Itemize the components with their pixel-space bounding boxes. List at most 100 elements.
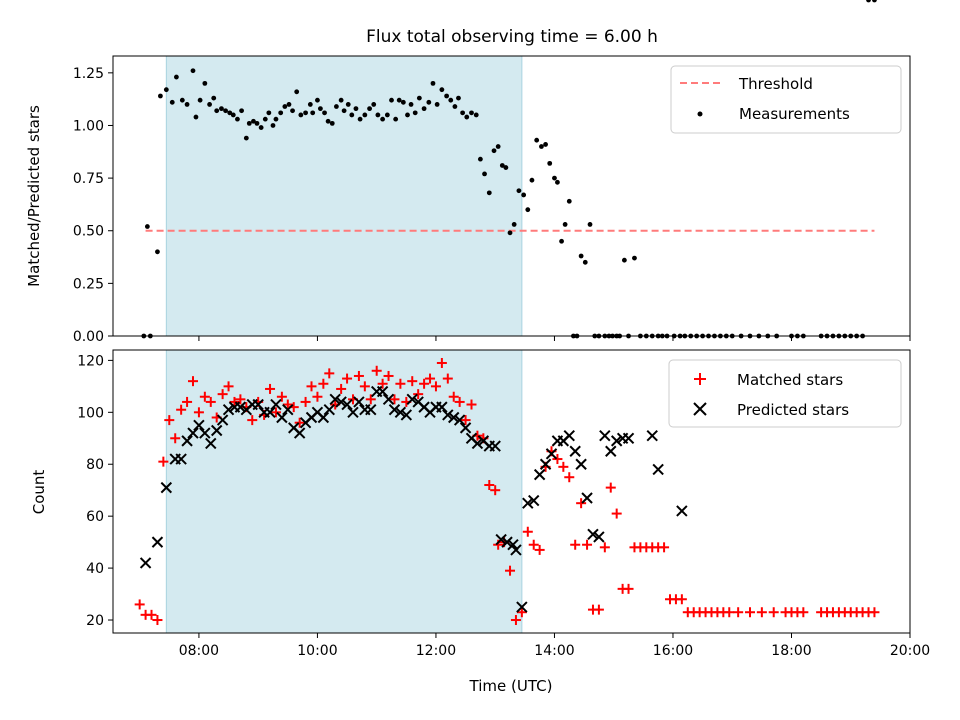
measurement-point (329, 120, 335, 126)
matched-star-point (798, 607, 809, 618)
measurement-point (380, 116, 386, 122)
matched-star-point (193, 407, 204, 418)
bottom-y-axis-label: Count (30, 470, 48, 515)
measurement-point (448, 97, 454, 103)
measurement-point (555, 179, 560, 185)
y-tick-label: 0.50 (73, 224, 104, 240)
matched-star-point (448, 391, 459, 402)
matched-star-point (312, 391, 323, 402)
measurement-point (262, 116, 268, 122)
measurement-point (235, 116, 240, 122)
matched-star-point (724, 607, 735, 618)
measurement-point (521, 192, 527, 198)
matched-star-point (359, 381, 370, 392)
matched-star-point (336, 383, 347, 394)
matched-star-point (522, 526, 533, 537)
measurement-point (426, 99, 432, 105)
measurement-point (421, 106, 427, 112)
measurement-point (286, 102, 292, 107)
measurement-point (223, 108, 228, 114)
measurement-point (578, 253, 584, 259)
matched-star-point (436, 357, 447, 368)
matched-star-point (733, 607, 744, 618)
x-tick-label: 12:00 (416, 643, 456, 659)
matched-star-point (371, 365, 382, 376)
legend-measurements-swatch (697, 111, 703, 117)
matched-star-point (534, 544, 545, 555)
measurement-point (371, 102, 377, 107)
predicted-star-point (459, 422, 472, 434)
matched-star-point (745, 607, 756, 618)
matched-star-point (389, 394, 400, 405)
matched-star-point (324, 368, 335, 379)
measurement-point (621, 257, 627, 263)
bottom-plot-frame (112, 349, 911, 634)
predicted-star-point (507, 539, 519, 551)
observing-window-band (165, 349, 523, 634)
predicted-star-point (533, 468, 546, 481)
measurement-point (430, 80, 436, 86)
legend-predicted-swatch (693, 402, 707, 416)
measurement-point (207, 102, 212, 107)
matched-star-point (516, 607, 527, 618)
measurement-point (525, 207, 531, 213)
predicted-star-point (365, 404, 377, 416)
matched-star-point (484, 480, 495, 491)
predicted-star-point (400, 409, 413, 421)
matched-star-point (199, 391, 210, 402)
predicted-star-point (282, 404, 294, 416)
measurement-point (310, 110, 316, 116)
predicted-star-point (270, 398, 282, 411)
measurement-point (294, 89, 300, 95)
predicted-star-point (646, 429, 658, 442)
measurement-point (184, 102, 190, 107)
observing-window-band (165, 55, 523, 337)
measurement-point (566, 198, 572, 204)
matched-star-point (623, 583, 634, 594)
measurement-point (197, 97, 203, 103)
measurement-point (400, 99, 406, 105)
measurement-point (163, 87, 169, 93)
predicted-star-point (528, 494, 540, 507)
matched-star-point (407, 376, 418, 387)
measurement-point (290, 108, 295, 114)
matched-star-point (430, 381, 441, 392)
predicted-star-point (329, 393, 341, 406)
matched-star-point (442, 373, 453, 384)
matched-star-point (377, 378, 388, 389)
y-tick-label: 40 (86, 561, 104, 577)
predicted-star-point (323, 404, 335, 416)
y-tick-label: 1.00 (73, 118, 104, 134)
measurement-point (214, 108, 220, 114)
matched-star-point (510, 615, 521, 626)
matched-star-point (265, 383, 276, 394)
top-y-axis-label: Matched/Predicted stars (25, 105, 43, 287)
y-tick-label: 60 (86, 509, 104, 525)
measurement-point (543, 142, 548, 147)
matched-star-point (276, 391, 287, 402)
measurement-point (243, 135, 249, 141)
measurement-point (193, 114, 199, 120)
matched-star-point (676, 594, 687, 605)
predicted-star-point (276, 411, 288, 424)
bottom-y-axis: 20 40 60 80 100 120 (77, 353, 113, 629)
measurement-point (338, 97, 344, 103)
predicted-star-point (563, 429, 575, 442)
matched-star-point (187, 376, 198, 387)
measurement-point (246, 120, 252, 126)
predicted-star-point (569, 445, 581, 457)
predicted-star-point (317, 411, 330, 424)
measurement-point (227, 110, 233, 116)
y-tick-label: 100 (77, 405, 104, 421)
measurement-point (239, 108, 244, 114)
predicted-star-point (222, 404, 235, 416)
measurement-point (270, 123, 276, 128)
measurement-point (539, 144, 544, 149)
matched-star-point (659, 542, 670, 553)
matched-star-point (205, 396, 216, 407)
predicted-star-point (205, 437, 217, 450)
measurement-point (144, 224, 150, 229)
matched-star-point (217, 389, 228, 400)
measurement-point (258, 125, 264, 130)
measurement-point (486, 190, 492, 196)
